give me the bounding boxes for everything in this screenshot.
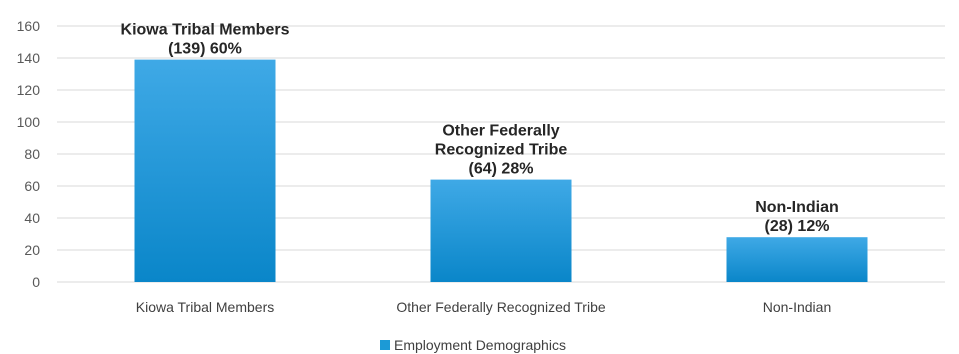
y-tick-label: 60 <box>24 178 40 194</box>
legend-label: Employment Demographics <box>394 337 566 353</box>
legend: Employment Demographics <box>380 337 566 353</box>
data-label: (139) 60% <box>168 41 242 58</box>
y-tick-label: 140 <box>17 50 41 66</box>
legend-swatch <box>380 340 390 350</box>
data-label: (28) 12% <box>765 218 830 235</box>
data-label: Other Federally <box>442 123 559 140</box>
y-tick-label: 40 <box>24 210 40 226</box>
y-tick-label: 80 <box>24 146 40 162</box>
bars <box>134 59 868 282</box>
y-tick-label: 20 <box>24 242 40 258</box>
bar <box>134 59 276 282</box>
bar <box>430 179 572 282</box>
data-label: Non-Indian <box>755 199 839 216</box>
y-axis-ticks: 0 20 40 60 80 100 120 140 160 <box>17 18 41 290</box>
y-tick-label: 0 <box>32 274 40 290</box>
data-label: Kiowa Tribal Members <box>121 22 290 39</box>
data-labels: Kiowa Tribal Members (139) 60% Other Feder… <box>121 22 839 236</box>
category-label: Non-Indian <box>763 299 832 315</box>
category-label: Other Federally Recognized Tribe <box>396 299 606 315</box>
data-label: Recognized Tribe <box>435 142 568 159</box>
y-tick-label: 160 <box>17 18 41 34</box>
category-labels: Kiowa Tribal Members Other Federally Reco… <box>136 299 832 315</box>
y-tick-label: 120 <box>17 82 41 98</box>
bar <box>726 237 868 282</box>
category-label: Kiowa Tribal Members <box>136 299 275 315</box>
data-label: (64) 28% <box>469 161 534 178</box>
y-tick-label: 100 <box>17 114 41 130</box>
